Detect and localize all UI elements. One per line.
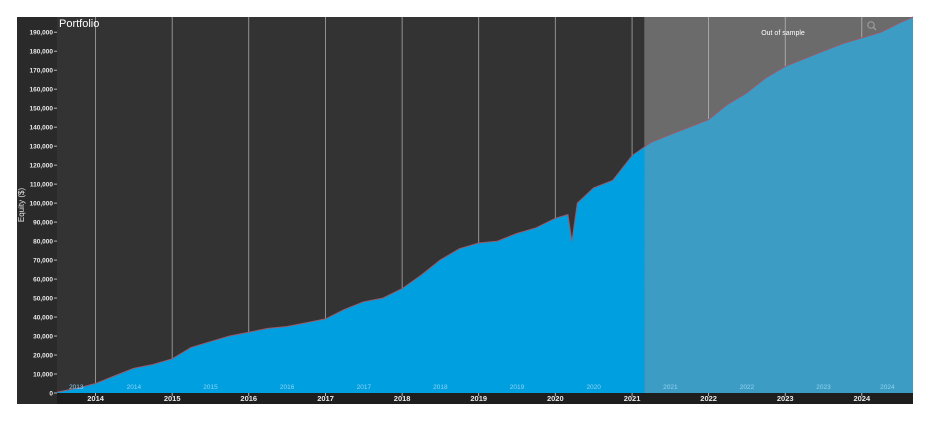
period-labels: 2013 2014 2015 2016 2017 2018 2019 2020 2021 2022…	[69, 384, 895, 391]
zoom-control[interactable]	[867, 21, 877, 31]
period-label: 2017	[357, 384, 372, 391]
period-label: 2023	[816, 384, 831, 391]
x-tick-label: 2018	[394, 394, 411, 403]
y-tick-label: 180,000	[30, 49, 54, 56]
period-label: 2021	[663, 384, 678, 391]
x-tick-label: 2020	[547, 394, 564, 403]
y-tick-label: 0	[49, 390, 53, 397]
y-tick-label: 60,000	[33, 276, 53, 283]
y-tick-label: 140,000	[30, 125, 54, 132]
period-label: 2020	[586, 384, 601, 391]
chart-title: Portfolio	[59, 18, 99, 30]
x-tick-label: 2016	[240, 394, 257, 403]
y-axis-gutter	[17, 17, 57, 404]
y-tick-label: 30,000	[33, 333, 53, 340]
y-tick-label: 20,000	[33, 352, 53, 359]
y-tick-label: 190,000	[30, 30, 54, 37]
y-tick-label: 160,000	[30, 87, 54, 94]
period-label: 2013	[69, 384, 84, 391]
x-axis-bar	[57, 393, 913, 404]
y-tick-label: 40,000	[33, 314, 53, 321]
x-tick-label: 2017	[317, 394, 334, 403]
period-label: 2016	[280, 384, 295, 391]
x-tick-label: 2019	[470, 394, 487, 403]
y-tick-label: 50,000	[33, 295, 53, 302]
y-tick-label: 170,000	[30, 68, 54, 75]
x-tick-label: 2014	[87, 394, 105, 403]
equity-line	[56, 16, 914, 393]
period-label: 2019	[510, 384, 525, 391]
y-tick-label: 10,000	[33, 371, 53, 378]
x-tick-label: 2024	[853, 394, 871, 403]
period-label: 2018	[433, 384, 448, 391]
y-axis-ticks: 0 10,000 20,000 30,000 40,000 50,000 60,000 70,…	[30, 30, 57, 397]
y-axis-label: Equity ($)	[17, 188, 26, 223]
period-label: 2022	[740, 384, 755, 391]
y-tick-label: 150,000	[30, 106, 54, 113]
period-label: 2014	[127, 384, 142, 391]
y-tick-label: 80,000	[33, 238, 53, 245]
x-tick-label: 2022	[700, 394, 717, 403]
x-axis-ticks: 2014 2015 2016 2017 2018 2019 2020 2021 2022 2023…	[87, 393, 871, 403]
in-sample-equity-area	[57, 146, 645, 393]
x-tick-label: 2021	[624, 394, 641, 403]
x-tick-label: 2023	[777, 394, 794, 403]
period-label: 2024	[880, 384, 895, 391]
y-tick-label: 130,000	[30, 144, 54, 151]
period-label: 2015	[203, 384, 218, 391]
magnifier-handle	[872, 26, 877, 31]
y-tick-label: 100,000	[30, 201, 54, 208]
y-tick-label: 90,000	[33, 219, 53, 226]
y-tick-label: 120,000	[30, 163, 54, 170]
out-of-sample-label: Out of sample	[761, 30, 805, 37]
y-tick-label: 110,000	[30, 182, 54, 189]
y-tick-label: 70,000	[33, 257, 53, 264]
magnifier-icon	[867, 21, 875, 29]
out-of-sample-equity-area	[644, 17, 913, 393]
x-tick-label: 2015	[164, 394, 181, 403]
